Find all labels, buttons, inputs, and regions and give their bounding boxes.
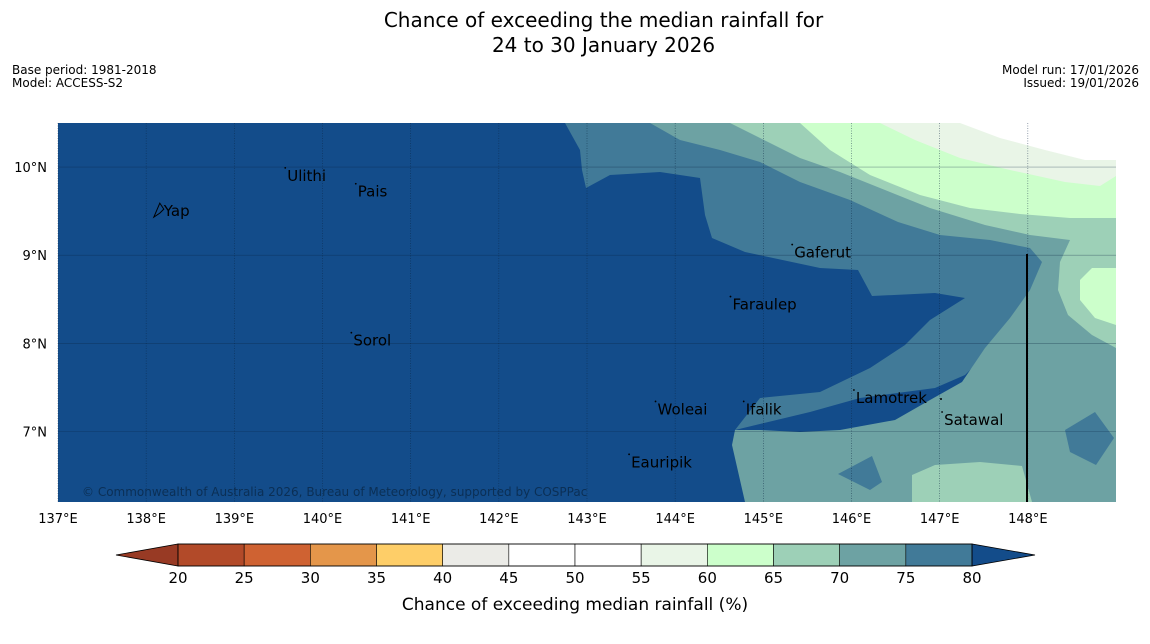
chart-title: Chance of exceeding the median rainfall … — [0, 8, 1150, 58]
place-faraulep: Faraulep — [729, 295, 797, 314]
issued-text: Issued: 19/01/2026 — [1023, 76, 1139, 90]
colorbar-frame — [177, 543, 973, 567]
lon-tick-label: 140°E — [303, 512, 343, 527]
colorbar-bin — [310, 543, 377, 567]
place-pais: Pais — [354, 182, 388, 201]
lat-tick-label: 7°N — [23, 425, 48, 440]
lon-tick-label: 147°E — [920, 512, 960, 527]
place-gaferut: Gaferut — [791, 244, 851, 262]
colorbar-bin — [442, 543, 510, 567]
colorbar-tick-label: 75 — [896, 569, 915, 587]
place-satawal: Satawal — [941, 411, 1003, 429]
colorbar-bin — [707, 543, 774, 567]
island-dot — [742, 400, 745, 403]
contour-fill-60-65-east — [1080, 268, 1116, 325]
contour-fill-45-55 — [960, 123, 1116, 160]
contour-fill-65-70-south — [912, 462, 1032, 502]
island-dot — [940, 398, 942, 400]
island-dot — [729, 295, 732, 298]
axis-tick-labels: 137°E 138°E 139°E 140°E 141°E 142°E 143°E 144°E… — [14, 161, 1047, 527]
island-dot — [354, 182, 357, 185]
place-yap: Yap — [152, 202, 190, 220]
colorbar-bin — [243, 543, 311, 567]
colorbar-bin — [376, 543, 443, 567]
model-text: Model: ACCESS-S2 — [12, 76, 124, 90]
lon-tick-label: 138°E — [126, 512, 166, 527]
island-dot — [941, 411, 943, 413]
lon-tick-label: 148°E — [1008, 512, 1048, 527]
colorbar-tick-label: 55 — [632, 569, 651, 587]
colorbar-title: Chance of exceeding median rainfall (%) — [402, 595, 748, 615]
colorbar-tick-label: 50 — [565, 569, 584, 587]
title-line-1: Chance of exceeding the median rainfall … — [383, 8, 824, 32]
place-label: Gaferut — [794, 244, 851, 262]
island-dot — [853, 389, 855, 391]
model-run-text: Model run: 17/01/2026 — [1001, 63, 1139, 77]
lon-tick-label: 139°E — [215, 512, 255, 527]
lat-tick-label: 8°N — [23, 337, 48, 352]
lat-tick-label: 9°N — [23, 249, 48, 264]
colorbar-tick-label: 45 — [499, 569, 518, 587]
lon-tick-label: 145°E — [744, 512, 784, 527]
island-dot — [284, 166, 287, 169]
contour-layer — [58, 123, 1116, 502]
island-outline — [152, 202, 165, 219]
lon-tick-label: 142°E — [479, 512, 519, 527]
place-sorol: Sorol — [350, 332, 391, 350]
island-dot — [791, 243, 794, 246]
island-dot — [654, 400, 657, 403]
place-label: Sorol — [353, 332, 391, 350]
lon-tick-label: 137°E — [38, 512, 78, 527]
colorbar-bin — [773, 543, 840, 567]
island-dot — [350, 331, 353, 334]
place-label: Woleai — [658, 400, 708, 418]
place-woleai: Woleai — [654, 400, 708, 418]
place-label: Ifalik — [746, 400, 782, 418]
place-ifalik: Ifalik — [742, 400, 782, 418]
place-label: Ulithi — [287, 167, 326, 185]
colorbar-tick-label: 25 — [235, 569, 254, 587]
colorbar-tick-label: 20 — [168, 569, 187, 587]
place-label: Pais — [358, 183, 388, 201]
title-line-2: 24 to 30 January 2026 — [491, 33, 716, 57]
place-eauripik: Eauripik — [628, 453, 692, 471]
colorbar-over-arrow — [971, 543, 1036, 567]
place-label: Lamotrek — [856, 389, 927, 407]
colorbar-bin — [905, 543, 973, 567]
lon-tick-label: 146°E — [832, 512, 872, 527]
lon-tick-label: 144°E — [655, 512, 695, 527]
colorbar-tick-label: 70 — [830, 569, 849, 587]
colorbar-bin — [574, 543, 642, 567]
copyright-text: © Commonwealth of Australia 2026, Bureau… — [82, 485, 587, 499]
base-period-text: Base period: 1981-2018 — [12, 63, 157, 77]
colorbar-tick-label: 65 — [764, 569, 783, 587]
colorbar-under-arrow — [115, 543, 179, 567]
place-label: Satawal — [944, 411, 1003, 429]
colorbar-tick-label: 80 — [962, 569, 981, 587]
place-lamotrek: Lamotrek — [853, 389, 927, 407]
lat-tick-label: 10°N — [14, 161, 47, 176]
island-dot — [628, 453, 630, 456]
lon-tick-label: 141°E — [391, 512, 431, 527]
colorbar-tick-label: 60 — [698, 569, 717, 587]
colorbar-bin — [839, 543, 907, 567]
colorbar-bin — [508, 543, 576, 567]
place-ulithi: Ulithi — [284, 167, 326, 185]
colorbar-tick-label: 30 — [301, 569, 320, 587]
lon-tick-label: 143°E — [567, 512, 607, 527]
place-label: Yap — [163, 202, 190, 220]
colorbar-tick-label: 40 — [433, 569, 452, 587]
colorbar: 20 25 30 35 40 45 50 55 60 65 70 75 80 — [115, 543, 1036, 587]
place-label: Faraulep — [732, 296, 796, 314]
contour-fill-75-80-patch-south — [838, 456, 882, 490]
colorbar-bin — [177, 543, 245, 567]
contour-fill-75-80-patch-east — [1065, 412, 1114, 465]
place-labels: Yap Ulithi Pais Gaferut Faraulep Sorol Lamotre… — [152, 167, 1003, 471]
meta-right: Model run: 17/01/2026 Issued: 19/01/2026 — [1002, 64, 1139, 90]
colorbar-tick-label: 35 — [367, 569, 386, 587]
meta-left: Base period: 1981-2018 Model: ACCESS-S2 — [12, 64, 157, 90]
place-label: Eauripik — [631, 453, 692, 471]
colorbar-bin — [640, 543, 708, 567]
